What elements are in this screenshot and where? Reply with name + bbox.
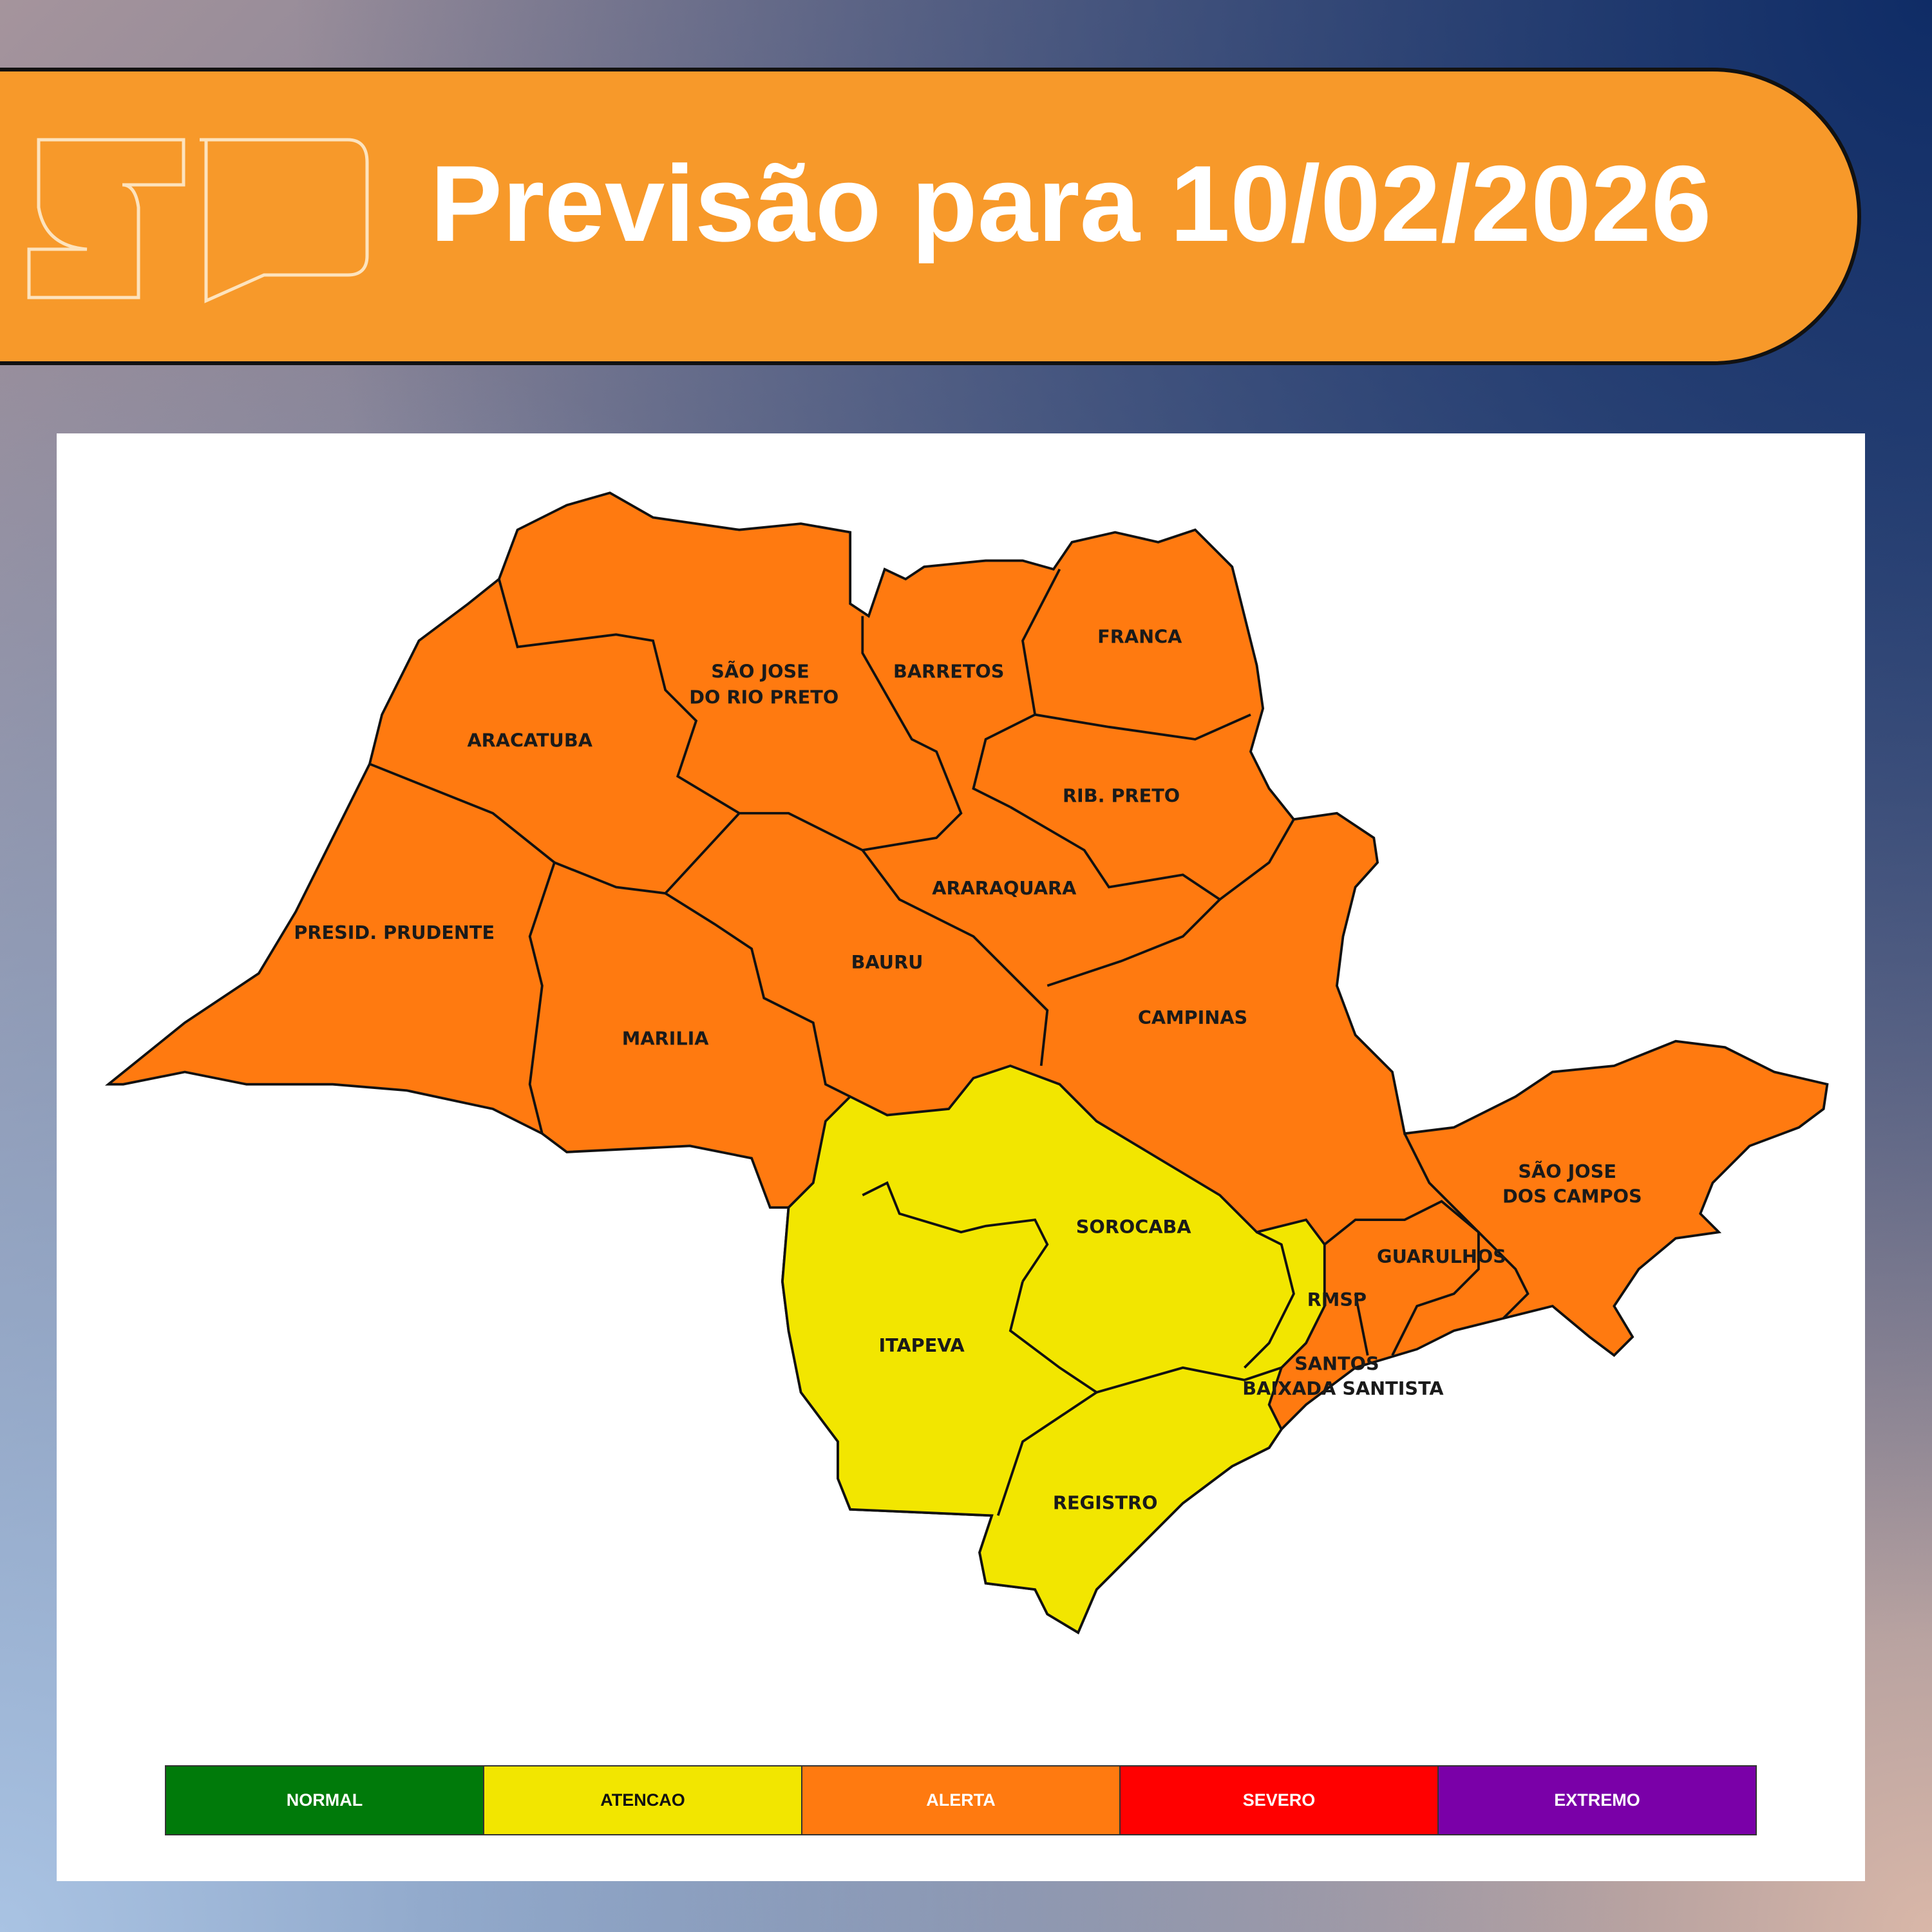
- region-labels: FRANCA BARRETOS SÃO JOSE DO RIO PRETO AR…: [294, 626, 1642, 1514]
- label-sjrp-2: DO RIO PRETO: [689, 686, 838, 708]
- region-borders: [369, 569, 1530, 1516]
- legend-atencao: ATENCAO: [484, 1766, 802, 1834]
- label-guarulhos: GUARULHOS: [1377, 1245, 1506, 1267]
- state-atencao-area: [781, 1064, 1326, 1634]
- alert-level-legend: NORMAL ATENCAO ALERTA SEVERO EXTREMO: [165, 1765, 1757, 1835]
- label-rmsp: RMSP: [1307, 1289, 1367, 1311]
- label-marilia: MARILIA: [622, 1027, 709, 1049]
- label-registro: REGISTRO: [1053, 1492, 1158, 1514]
- label-bauru: BAURU: [851, 951, 923, 973]
- label-itapeva: ITAPEVA: [878, 1334, 965, 1356]
- label-aracatuba: ARACATUBA: [467, 729, 592, 751]
- header-banner: [0, 68, 1861, 365]
- legend-severo: SEVERO: [1121, 1766, 1439, 1834]
- label-sorocaba: SOROCABA: [1076, 1216, 1192, 1238]
- label-baixada-santista: BAIXADA SANTISTA: [1242, 1378, 1444, 1399]
- legend-alerta: ALERTA: [802, 1766, 1121, 1834]
- page-title: Previsão para 10/02/2026: [430, 143, 1712, 264]
- label-rib-preto: RIB. PRETO: [1063, 785, 1180, 807]
- label-sjrp-1: SÃO JOSE: [711, 660, 810, 682]
- label-franca: FRANCA: [1097, 626, 1182, 648]
- label-campinas: CAMPINAS: [1138, 1007, 1247, 1028]
- label-santos: SANTOS: [1294, 1353, 1379, 1375]
- legend-extremo: EXTREMO: [1439, 1766, 1756, 1834]
- label-sjc-2: DOS CAMPOS: [1502, 1185, 1642, 1207]
- label-sjc-1: SÃO JOSE: [1518, 1160, 1616, 1182]
- legend-normal: NORMAL: [166, 1766, 484, 1834]
- label-presid-prudente: PRESID. PRUDENTE: [294, 922, 495, 943]
- sp-logo-icon: [27, 138, 369, 303]
- label-araraquara: ARARAQUARA: [932, 877, 1077, 899]
- label-barretos: BARRETOS: [893, 660, 1004, 682]
